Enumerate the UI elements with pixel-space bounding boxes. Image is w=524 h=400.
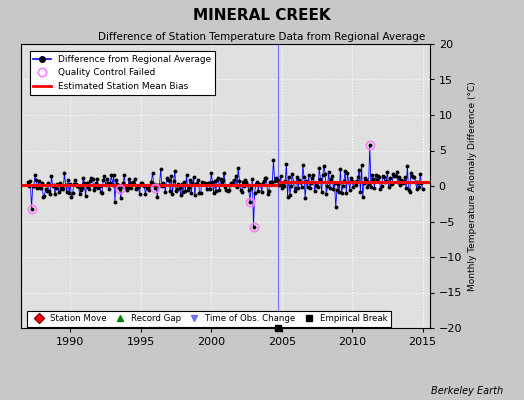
Text: Difference of Station Temperature Data from Regional Average: Difference of Station Temperature Data f… (99, 32, 425, 42)
Y-axis label: Monthly Temperature Anomaly Difference (°C): Monthly Temperature Anomaly Difference (… (468, 81, 477, 291)
Text: Berkeley Earth: Berkeley Earth (431, 386, 503, 396)
Legend: Station Move, Record Gap, Time of Obs. Change, Empirical Break: Station Move, Record Gap, Time of Obs. C… (27, 311, 391, 326)
Text: MINERAL CREEK: MINERAL CREEK (193, 8, 331, 23)
